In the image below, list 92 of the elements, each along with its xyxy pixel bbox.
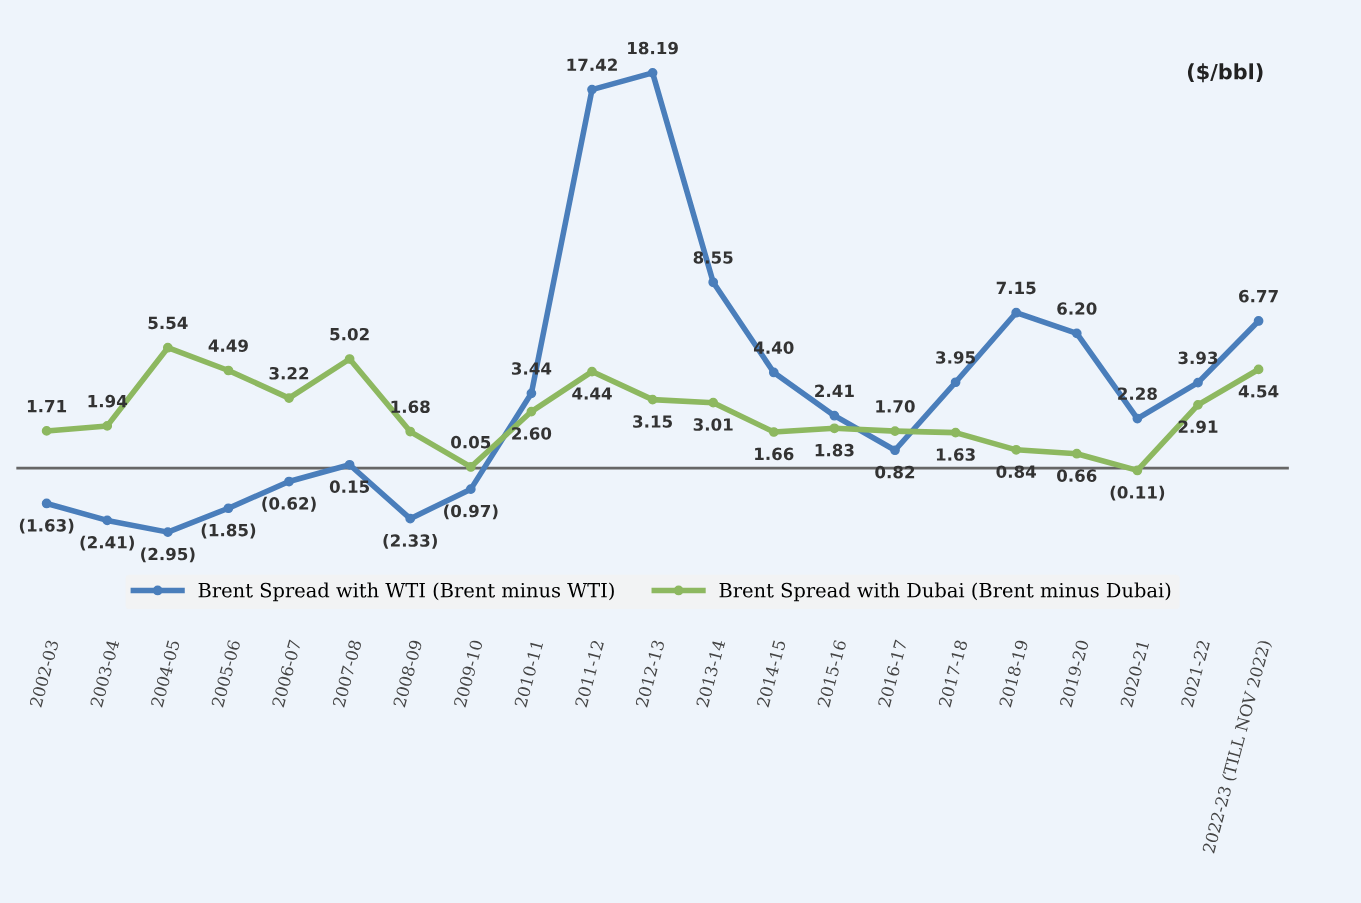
point [41,498,52,509]
point [102,421,113,431]
data-label: 1.83 [815,443,854,457]
data-label: 0.05 [451,435,491,449]
point [526,388,537,399]
data-label: 5.54 [148,316,188,330]
point [102,515,113,526]
point [708,277,719,288]
data-label: (0.62) [262,496,316,512]
x-tick-label: 2012-13 [635,639,665,708]
point [1011,444,1022,455]
point [768,427,779,437]
point [587,84,597,95]
x-tick-label: 2002-03 [29,639,59,708]
data-label: 3.22 [269,366,309,380]
data-label: 17.42 [567,58,617,71]
data-label: 1.70 [876,400,915,413]
x-tick-label: 2004-05 [150,639,180,708]
point [1011,307,1022,318]
data-label: 1.63 [936,448,975,461]
data-label: 0.82 [875,465,915,479]
annotation: ($/bbl) [1187,63,1263,83]
point [768,367,779,378]
point [1253,316,1264,326]
data-label: 5.02 [330,327,369,341]
data-label: 3.95 [936,351,975,364]
point [890,426,900,436]
x-tick-label: 2017-18 [938,639,968,708]
data-label: 0.84 [996,465,1036,478]
point [1193,377,1203,388]
data-label: (2.95) [141,547,195,563]
data-label: (2.41) [80,535,134,551]
point [1071,328,1082,339]
point [1132,413,1143,424]
data-label: 1.66 [755,447,794,461]
point [1071,448,1082,459]
data-label: 4.49 [208,339,248,352]
data-label: 2.41 [815,384,854,397]
point [465,484,476,494]
point [647,68,658,78]
data-label: 18.19 [628,41,678,55]
data-label: (2.33) [383,533,437,549]
data-label: 1.71 [27,400,67,413]
data-label: 6.20 [1057,302,1097,315]
point [465,462,476,472]
x-tick-label: 2019-20 [1059,639,1089,708]
data-label: (0.11) [1110,485,1165,501]
point [829,423,840,434]
point [1193,399,1203,410]
x-tick-label: 2014-15 [756,639,786,708]
x-tick-label: 2006-07 [271,639,302,708]
data-label: 0.15 [329,480,370,493]
data-label: 3.15 [633,415,672,428]
point [829,410,840,421]
data-label: 3.93 [1178,351,1218,365]
data-label: 3.01 [693,418,733,431]
point [708,397,719,408]
point [526,406,537,417]
x-tick-label: 2009-10 [453,639,483,708]
legend-label: Brent Spread with Dubai (Brent minus Dubai) [719,582,1171,602]
data-label: 1.68 [391,400,430,414]
point [162,527,173,538]
data-label: (0.97) [444,504,498,520]
point [1253,364,1264,375]
point [950,377,961,388]
data-label: (1.63) [19,518,74,534]
point [405,513,416,524]
point [647,394,658,405]
data-label: 6.77 [1239,289,1278,303]
point [162,342,173,353]
point [223,503,234,514]
data-label: 7.15 [996,281,1036,295]
data-label: 4.44 [572,387,612,400]
point [405,426,416,437]
point [950,427,961,438]
point [1132,465,1143,476]
data-label: 2.60 [512,427,552,440]
x-tick-label: 2016-17 [877,639,908,708]
legend-label: Brent Spread with WTI (Brent minus WTI) [198,582,614,602]
x-tick-label: 2007-08 [332,639,362,708]
point [284,476,294,487]
data-label: 4.54 [1238,385,1279,398]
point [344,354,355,364]
data-label: (1.85) [201,523,256,539]
point [344,459,355,470]
data-label: 2.91 [1178,420,1218,434]
point [890,445,900,456]
point [41,426,52,436]
point [223,365,234,376]
point [587,366,597,377]
data-label: 0.66 [1057,469,1097,482]
point [284,393,294,403]
